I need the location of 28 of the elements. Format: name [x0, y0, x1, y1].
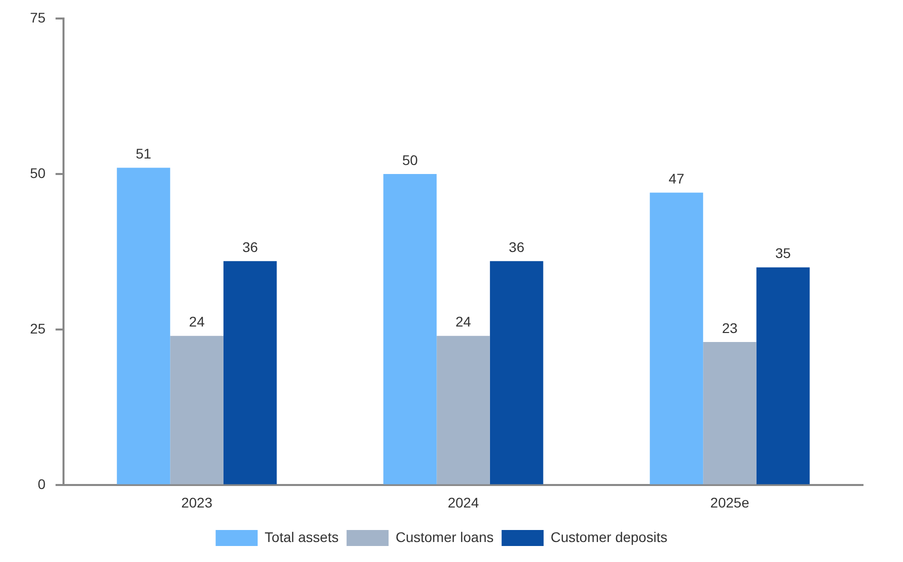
data-label: 36 — [242, 238, 258, 255]
y-tick-label: 25 — [30, 320, 46, 336]
y-tick-label: 50 — [30, 164, 46, 181]
legend-label: Customer loans — [396, 528, 494, 545]
bar — [703, 342, 756, 484]
y-tick-label: 75 — [30, 9, 46, 26]
data-label: 35 — [775, 245, 792, 262]
bar — [223, 261, 277, 484]
x-tick-label: 2023 — [181, 494, 213, 510]
data-label: 51 — [136, 146, 152, 162]
bar — [436, 336, 490, 484]
data-label: 24 — [455, 314, 472, 330]
x-tick-label: 2025e — [710, 494, 750, 510]
bar — [383, 174, 437, 484]
bar — [490, 261, 544, 484]
legend-label: Total assets — [264, 528, 339, 545]
bar — [116, 168, 170, 484]
data-label: 47 — [668, 170, 684, 187]
data-label: 23 — [722, 320, 738, 336]
bar — [650, 192, 704, 484]
data-label: 24 — [189, 314, 205, 330]
legend-label: Customer deposits — [550, 528, 668, 545]
x-tick-label: 2024 — [448, 494, 480, 510]
bar — [756, 267, 810, 484]
bar — [170, 336, 224, 484]
data-label: 50 — [402, 152, 418, 168]
data-label: 36 — [508, 238, 525, 255]
y-tick-label: 0 — [38, 476, 46, 492]
